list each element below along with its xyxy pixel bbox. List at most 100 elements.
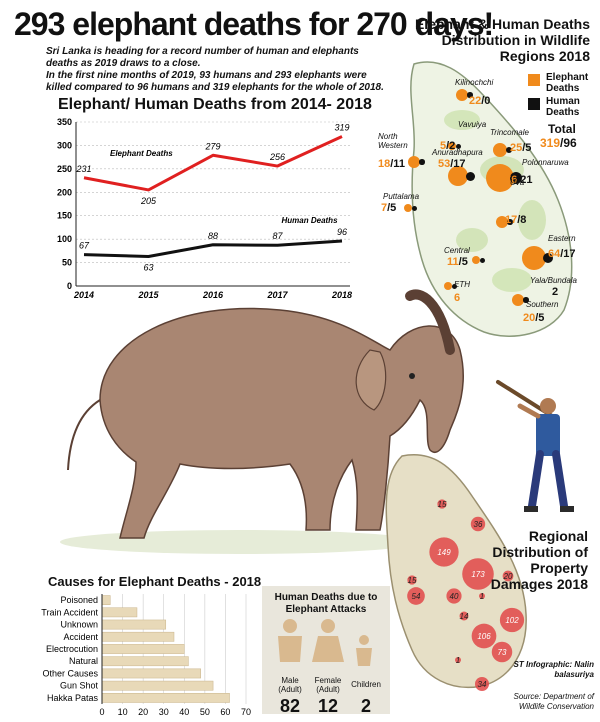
bar bbox=[101, 595, 111, 605]
damage-marker bbox=[470, 516, 486, 532]
region-value: 17/8 bbox=[505, 214, 527, 226]
elephant-series-label: Elephant Deaths bbox=[110, 149, 173, 158]
x-tick-label: 20 bbox=[138, 707, 148, 717]
human-death-marker bbox=[451, 283, 457, 289]
damage-marker bbox=[407, 575, 417, 585]
source-credit: Source: Department of Wildlife Conservat… bbox=[513, 692, 594, 711]
damage-value: 1 bbox=[456, 656, 460, 665]
human-series-label: Human Deaths bbox=[282, 216, 339, 225]
region-name: Yala/Bundala bbox=[530, 276, 577, 285]
bar bbox=[101, 693, 230, 703]
bar bbox=[101, 607, 138, 618]
data-label: 63 bbox=[143, 262, 153, 272]
human-death-marker bbox=[479, 257, 485, 263]
bar-chart-title: Causes for Elephant Deaths - 2018 bbox=[48, 574, 262, 589]
male-value: 82 bbox=[279, 696, 301, 716]
bar-chart: 0 10 20 30 40 50 60 70 Poisoned Train Accident Unk… bbox=[41, 594, 251, 717]
region-value: 6 bbox=[454, 292, 461, 304]
x-tick-label: 40 bbox=[179, 707, 189, 717]
damage-value: 73 bbox=[498, 648, 507, 657]
elephant-death-marker bbox=[448, 166, 468, 186]
damage-marker bbox=[437, 499, 447, 509]
damage-value: 34 bbox=[478, 680, 487, 689]
y-tick-label: 0 bbox=[67, 281, 72, 291]
damage-marker bbox=[475, 677, 489, 691]
damage-marker bbox=[471, 623, 497, 649]
damage-value: 173 bbox=[471, 570, 485, 579]
human-deaths-line bbox=[83, 239, 343, 258]
damage-value: 40 bbox=[450, 592, 459, 601]
human-death-marker bbox=[542, 252, 554, 264]
data-label: 319 bbox=[334, 123, 349, 133]
region-value: 25/5 bbox=[510, 142, 532, 154]
y-tick-label: 300 bbox=[57, 140, 72, 150]
infographic-title: 293 elephant deaths for 270 days! bbox=[14, 6, 494, 42]
region-name: Central bbox=[444, 246, 470, 255]
category-label: Gun Shot bbox=[60, 681, 99, 691]
author-credit: ST Infographic: Nalin balasuriya bbox=[513, 660, 594, 679]
human-figures bbox=[278, 619, 372, 666]
region-name: North Western bbox=[378, 132, 408, 150]
x-tick-label: 70 bbox=[241, 707, 251, 717]
x-tick-label: 50 bbox=[200, 707, 210, 717]
damage-value: 106 bbox=[477, 632, 491, 641]
legend-label-human: Human Deaths bbox=[546, 96, 580, 118]
bar bbox=[101, 644, 185, 654]
line-chart: 0 50 100 150 200 250 300 350 2014 2015 2016 2017 201… bbox=[57, 117, 352, 300]
y-tick-label: 100 bbox=[57, 234, 72, 244]
total-label: Total bbox=[548, 122, 576, 136]
data-label: 67 bbox=[79, 241, 90, 251]
elephant-death-marker bbox=[404, 204, 412, 212]
child-icon bbox=[359, 635, 369, 645]
female-label: Female (Adult) bbox=[314, 676, 342, 694]
children-label: Children bbox=[351, 680, 381, 689]
elephant-death-marker bbox=[522, 246, 546, 270]
category-label: Accident bbox=[63, 632, 98, 642]
y-tick-label: 350 bbox=[57, 117, 72, 127]
x-tick-label: 60 bbox=[220, 707, 230, 717]
female-icon bbox=[321, 619, 335, 633]
legend-label-elephant: Elephant Deaths bbox=[546, 72, 589, 94]
damage-marker bbox=[446, 588, 462, 604]
human-death-marker bbox=[455, 143, 461, 149]
damage-value: 20 bbox=[503, 572, 513, 581]
data-label: 96 bbox=[337, 227, 347, 237]
x-tick-label: 10 bbox=[118, 707, 128, 717]
human-death-marker bbox=[465, 171, 475, 181]
region-name: Southern bbox=[526, 300, 559, 309]
data-label: 205 bbox=[140, 196, 157, 206]
y-tick-label: 200 bbox=[57, 187, 72, 197]
region-value: 20/5 bbox=[523, 312, 545, 324]
region-name: Polonnaruwa bbox=[522, 158, 569, 167]
damage-value: 102 bbox=[505, 616, 519, 625]
elephant-illustration bbox=[60, 289, 464, 554]
line-chart-title: Elephant/ Human Deaths from 2014- 2018 bbox=[58, 96, 372, 113]
hunter-illustration bbox=[496, 380, 574, 512]
region-name: Vavuiya bbox=[458, 120, 487, 129]
bar bbox=[101, 656, 189, 667]
legend-swatch-elephant bbox=[528, 74, 540, 86]
region-value: 18/11 bbox=[378, 158, 405, 170]
male-label: Male (Adult) bbox=[278, 676, 302, 694]
region-name: Puttalama bbox=[383, 192, 420, 201]
category-label: Train Accident bbox=[41, 607, 98, 617]
damage-value: 15 bbox=[408, 576, 417, 585]
damage-value: 36 bbox=[474, 520, 483, 529]
bar bbox=[101, 680, 214, 691]
human-death-marker bbox=[411, 205, 417, 211]
data-label: 279 bbox=[204, 141, 220, 151]
human-death-marker bbox=[505, 146, 513, 154]
elephant-death-marker bbox=[486, 164, 514, 192]
x-tick-label: 30 bbox=[159, 707, 169, 717]
region-value: 5/2 bbox=[440, 140, 456, 152]
x-tick-label: 2017 bbox=[266, 290, 288, 300]
elephant-death-marker bbox=[408, 156, 420, 168]
data-label: 87 bbox=[272, 231, 283, 241]
elephant-death-marker bbox=[493, 143, 507, 157]
region-value: 76/21 bbox=[505, 174, 533, 186]
bar bbox=[101, 668, 201, 679]
region-value: 53/17 bbox=[438, 158, 466, 170]
category-label: Unknown bbox=[60, 620, 98, 630]
damage-marker bbox=[455, 657, 461, 663]
damage-value: 149 bbox=[437, 548, 451, 557]
